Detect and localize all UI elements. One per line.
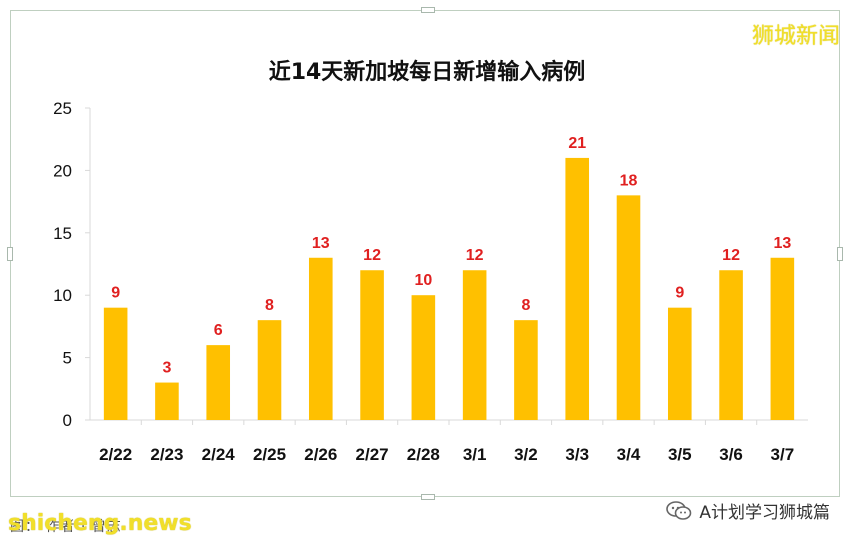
bar: [206, 345, 231, 420]
bar: [257, 320, 282, 420]
y-tick-label: 25: [53, 99, 72, 118]
bar: [565, 157, 590, 421]
data-label: 6: [214, 322, 223, 339]
x-tick-label: 2/27: [356, 445, 389, 464]
data-label: 10: [414, 272, 432, 289]
y-tick-label: 15: [53, 224, 72, 243]
chart-title: 近14天新加坡每日新增输入病例: [268, 60, 586, 85]
resize-handle-right[interactable]: [837, 247, 843, 261]
bar: [770, 257, 795, 420]
data-label: 8: [265, 297, 274, 314]
data-label: 8: [521, 297, 530, 314]
x-tick-label: 2/22: [99, 445, 132, 464]
x-tick-label: 3/6: [719, 445, 743, 464]
data-label: 13: [312, 235, 330, 252]
bar: [103, 307, 128, 420]
bar: [616, 195, 641, 420]
data-label: 9: [675, 285, 684, 302]
wechat-account-tag: A计划学习狮城篇: [665, 498, 830, 523]
wechat-icon: [666, 500, 692, 520]
data-label: 3: [162, 360, 171, 377]
y-tick-label: 0: [63, 411, 72, 430]
bar: [411, 295, 436, 420]
data-label: 9: [111, 285, 120, 302]
source-caption: 图： 作者 · 曾志: [10, 519, 122, 535]
y-tick-label: 10: [53, 286, 72, 305]
account-name: A计划学习狮城篇: [699, 503, 830, 523]
data-label: 12: [722, 247, 740, 264]
x-tick-label: 3/5: [668, 445, 692, 464]
data-label: 21: [568, 135, 586, 152]
bar: [308, 257, 333, 420]
x-tick-label: 2/25: [253, 445, 286, 464]
x-tick-label: 3/1: [463, 445, 487, 464]
bar: [719, 270, 743, 420]
x-tick-label: 2/26: [304, 445, 337, 464]
x-tick-label: 2/23: [150, 445, 183, 464]
bar: [360, 270, 384, 420]
x-tick-label: 3/2: [514, 445, 538, 464]
data-label: 18: [620, 172, 638, 189]
site-watermark: shicheng.news: [8, 511, 192, 536]
bar: [514, 320, 538, 420]
x-tick-label: 3/3: [565, 445, 589, 464]
watermark-logo-text: 狮城新闻: [751, 24, 840, 49]
bar: [667, 307, 692, 420]
data-label: 13: [773, 235, 791, 252]
resize-handle-left[interactable]: [7, 247, 13, 261]
bar: [155, 382, 179, 420]
data-label: 12: [466, 247, 484, 264]
y-tick-label: 20: [53, 161, 72, 180]
x-tick-label: 3/4: [617, 445, 641, 464]
resize-handle-top[interactable]: [421, 7, 435, 13]
data-label: 12: [363, 247, 381, 264]
x-tick-label: 2/24: [202, 445, 236, 464]
bar: [462, 270, 487, 420]
y-tick-label: 5: [63, 349, 72, 368]
x-tick-label: 3/7: [771, 445, 795, 464]
resize-handle-bottom[interactable]: [421, 494, 435, 500]
x-tick-label: 2/28: [407, 445, 440, 464]
